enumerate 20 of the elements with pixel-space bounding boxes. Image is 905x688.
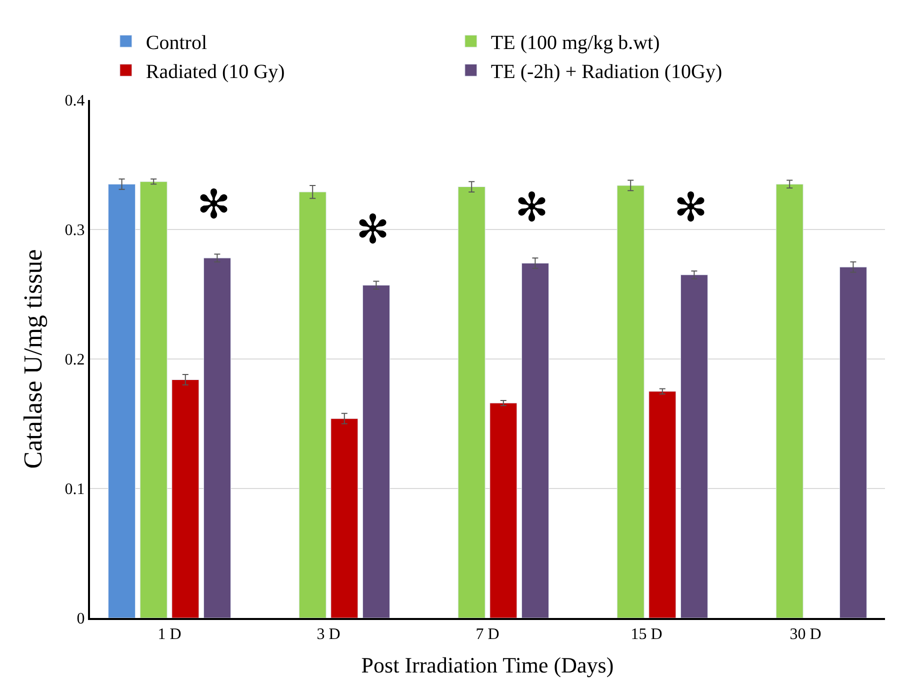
annotation: ✻ — [674, 185, 708, 231]
legend-label: TE (100 mg/kg b.wt) — [490, 32, 660, 54]
x-tick-label: 1 D — [158, 626, 182, 644]
y-tick-label: 0.3 — [64, 222, 85, 240]
x-axis-title: Post Irradiation Time (Days) — [361, 652, 614, 678]
y-tick-label: 0.4 — [64, 92, 85, 110]
y-tick-label: 0.2 — [64, 352, 85, 369]
x-tick-label: 30 D — [790, 626, 822, 644]
y-axis-title: Catalase U/mg tissue — [18, 249, 48, 469]
x-tick-label: 3 D — [316, 626, 340, 644]
annotation: ✻ — [197, 182, 231, 228]
legend-label: Radiated (10 Gy) — [146, 60, 285, 83]
legend-label: TE (-2h) + Radiation (10Gy) — [490, 60, 722, 83]
annotation: ✻ — [356, 207, 390, 253]
y-tick-label: 0.1 — [64, 481, 85, 498]
x-tick-label: 15 D — [630, 626, 662, 644]
y-tick-label: 0 — [76, 610, 85, 628]
annotation: ✻ — [515, 185, 549, 231]
legend-label: Control — [146, 32, 208, 54]
x-tick-label: 7 D — [476, 626, 500, 644]
